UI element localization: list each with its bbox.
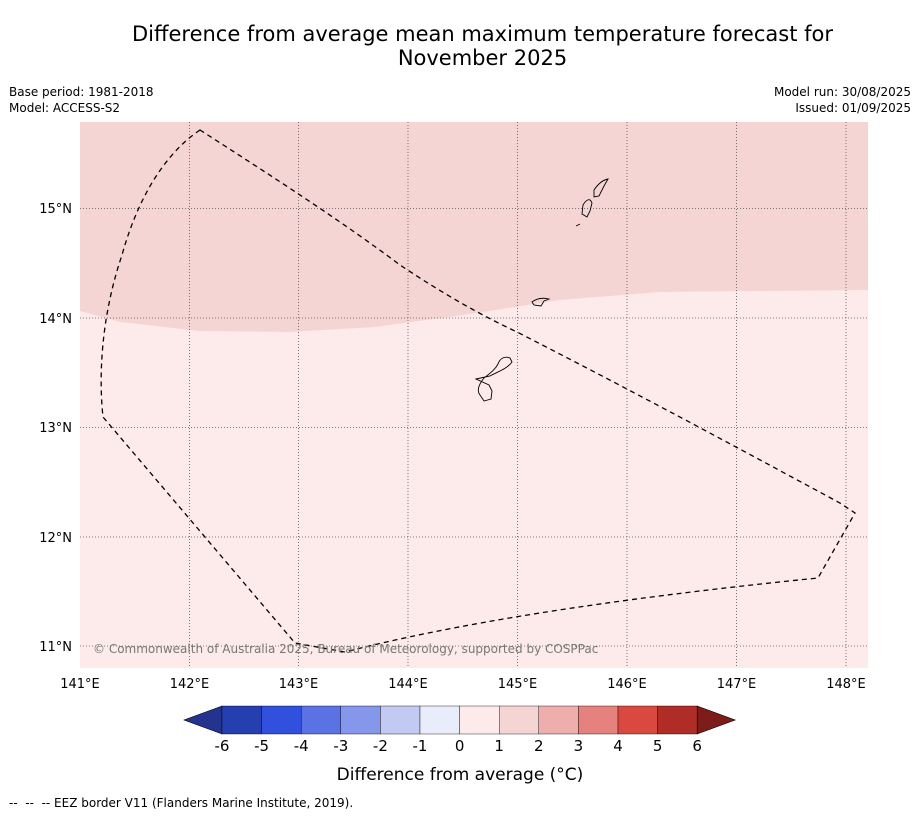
colorbar-tick-label: -3 [333, 737, 348, 755]
colorbar-cell [617, 705, 658, 735]
lon-label-145e: 145°E [498, 677, 538, 692]
lon-label-144e: 144°E [388, 677, 428, 692]
graticule [80, 122, 868, 668]
base-info: Base period: 1981-2018 Model: ACCESS-S2 [9, 84, 154, 116]
colorbar-cell [459, 705, 500, 735]
colorbar-cell [221, 705, 262, 735]
run-info: Model run: 30/08/2025 Issued: 01/09/2025 [774, 84, 911, 116]
colorbar-cell [499, 705, 540, 735]
colorbar-cell [261, 705, 302, 735]
copyright-notice: © Commonwealth of Australia 2025, Bureau… [93, 642, 598, 656]
eez-border [100, 129, 856, 653]
anomaly-region-high [80, 122, 868, 332]
aguijan-island [575, 223, 581, 227]
colorbar-title: Difference from average (°C) [337, 765, 584, 785]
colorbar-tick-label: -4 [294, 737, 309, 755]
colorbar-tick-label: 4 [613, 737, 623, 755]
lon-label-141e: 141°E [60, 677, 100, 692]
rota-island [531, 297, 551, 307]
map-title: Difference from average mean maximum tem… [0, 22, 919, 70]
colorbar-tick-label: -6 [215, 737, 230, 755]
colorbar-tick-label: -1 [413, 737, 428, 755]
lon-label-148e: 148°E [826, 677, 866, 692]
saipan-island [593, 178, 609, 198]
lat-axis-labels: 15°N 14°N 13°N 12°N 11°N [39, 202, 72, 655]
title-line-2: November 2025 [397, 46, 568, 70]
lat-label-12n: 12°N [39, 531, 72, 546]
colorbar-cell [538, 705, 579, 735]
colorbar-extend-low [183, 705, 223, 735]
colorbar-cell [301, 705, 342, 735]
colorbar-cell [380, 705, 421, 735]
colorbar-tick-label: 5 [653, 737, 663, 755]
islands [474, 178, 609, 402]
colorbar-tick-label: 2 [534, 737, 544, 755]
guam-island [474, 356, 513, 402]
lon-label-142e: 142°E [170, 677, 210, 692]
lon-axis-labels: 141°E 142°E 143°E 144°E 145°E 146°E 147°… [60, 677, 866, 692]
lon-label-147e: 147°E [717, 677, 757, 692]
colorbar-ticks: -6 -5 -4 -3 -2 -1 0 1 2 3 4 5 6 [215, 737, 702, 755]
colorbar-tick-label: -2 [373, 737, 388, 755]
base-period: Base period: 1981-2018 [9, 85, 154, 99]
model-run: Model run: 30/08/2025 [773, 85, 911, 99]
lat-label-14n: 14°N [39, 312, 72, 327]
colorbar-tick-label: 0 [455, 737, 465, 755]
eez-footnote: -- -- -- EEZ border V11 (Flanders Marine… [9, 796, 354, 810]
lon-label-143e: 143°E [279, 677, 319, 692]
colorbar-tick-label: 1 [494, 737, 504, 755]
colorbar-cell [578, 705, 619, 735]
colorbar-extend-high [696, 705, 737, 735]
colorbar-cell [419, 705, 460, 735]
colorbar-cell [657, 705, 698, 735]
colorbar-cell [340, 705, 381, 735]
model-name: Model: ACCESS-S2 [9, 101, 121, 115]
lon-label-146e: 146°E [607, 677, 647, 692]
colorbar-tick-label: -5 [254, 737, 269, 755]
colorbar: -6 -5 -4 -3 -2 -1 0 1 2 3 4 5 6 Difference from aver… [183, 705, 737, 785]
issued-date: Issued: 01/09/2025 [795, 101, 911, 115]
lat-label-11n: 11°N [39, 640, 72, 655]
title-line-1: Difference from average mean maximum tem… [132, 22, 833, 46]
map-panel [80, 122, 868, 668]
colorbar-tick-label: 6 [692, 737, 702, 755]
lat-label-13n: 13°N [39, 421, 72, 436]
colorbar-tick-label: 3 [574, 737, 584, 755]
colorbar-cells [183, 705, 737, 735]
lat-label-15n: 15°N [39, 202, 72, 217]
tinian-island [581, 199, 593, 218]
